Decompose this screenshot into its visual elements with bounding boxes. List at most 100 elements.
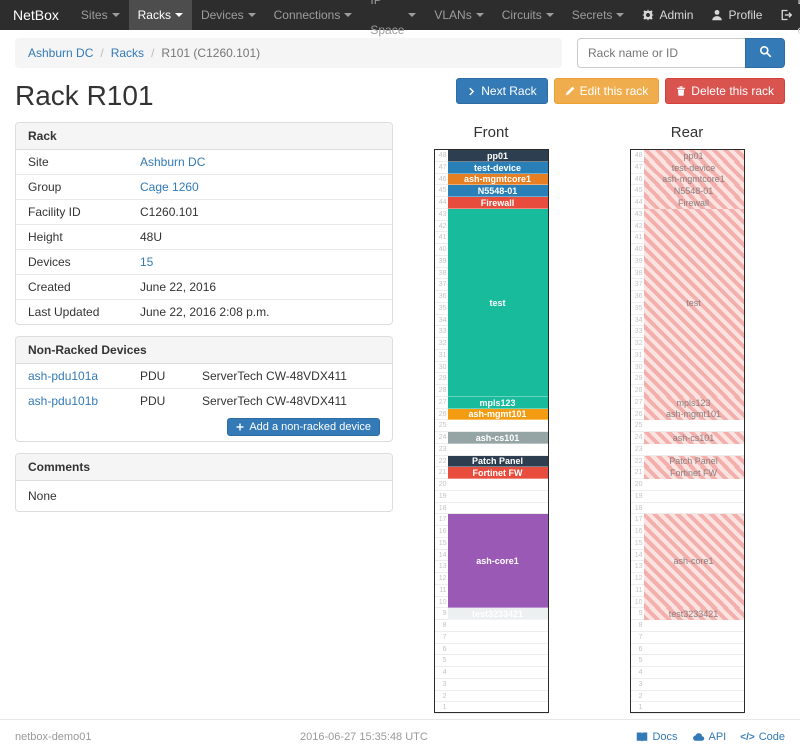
rack-device-fortinet-fw[interactable]: Fortinet FW	[643, 467, 744, 479]
api-label: API	[708, 731, 727, 743]
rack-unit-number: 8	[442, 622, 447, 629]
footer-links: Docs API </> Code	[636, 731, 785, 743]
info-value-link[interactable]: Cage 1260	[140, 180, 199, 194]
pencil-icon	[565, 86, 575, 96]
info-label: Last Updated	[28, 305, 100, 319]
rack-unit-number: 28	[438, 387, 447, 394]
rack-device-test3233421[interactable]: test3233421	[447, 608, 548, 620]
non-racked-footer: Add a non-racked device	[16, 413, 392, 441]
rack-unit-number: 34	[634, 316, 643, 324]
info-value-link[interactable]: Ashburn DC	[140, 155, 206, 169]
next-rack-button[interactable]: Next Rack	[456, 78, 548, 104]
rack-device-ash-core1[interactable]: ash-core1	[643, 514, 744, 609]
info-label: Facility ID	[28, 205, 81, 219]
rack-device-pp01[interactable]: pp01	[643, 150, 744, 162]
nav-item-devices[interactable]: Devices	[192, 0, 265, 30]
search-icon	[759, 45, 772, 61]
rack-device-mpls123[interactable]: mpls123	[643, 396, 744, 409]
rack-unit-number: 43	[634, 210, 643, 218]
info-value-link[interactable]: 15	[140, 255, 154, 269]
breadcrumb: Ashburn DC / Racks / R101 (C1260.101)	[15, 38, 562, 68]
device-link[interactable]: ash-pdu101a	[28, 369, 99, 383]
rack-device-ash-mgmtcore1[interactable]: ash-mgmtcore1	[447, 173, 548, 186]
edit-rack-button[interactable]: Edit this rack	[553, 78, 660, 104]
rack-device-firewall[interactable]: Firewall	[643, 197, 744, 209]
logout-menu-item[interactable]: Log out	[771, 0, 800, 37]
rack-device-test-device[interactable]: test-device	[447, 161, 548, 174]
admin-menu-item[interactable]: Admin	[633, 0, 702, 30]
navbar-menu: Sites Racks Devices Connections IP Space VLAN…	[72, 0, 634, 37]
search-button[interactable]	[745, 38, 785, 68]
book-icon	[636, 731, 648, 743]
navbar: NetBox Sites Racks Devices Connections IP Sp…	[0, 0, 800, 37]
rack-device-n5548-01[interactable]: N5548-01	[447, 185, 548, 197]
rack-device-ash-mgmt101[interactable]: ash-mgmt101	[447, 408, 548, 421]
rack-unit-number: 20	[438, 481, 447, 488]
nav-item-secrets[interactable]: Secrets	[563, 0, 634, 30]
rack-unit-number: 1	[442, 704, 447, 712]
table-row: Devices 15	[16, 250, 392, 275]
rack-device-pp01[interactable]: pp01	[447, 150, 548, 162]
chevron-down-icon	[408, 13, 417, 17]
rack-unit: 18	[434, 503, 548, 515]
rack-device-ash-mgmt101[interactable]: ash-mgmt101	[643, 408, 744, 421]
nav-item-connections[interactable]: Connections	[265, 0, 362, 30]
add-non-racked-device-button[interactable]: Add a non-racked device	[227, 418, 380, 436]
rack-device-test-device[interactable]: test-device	[643, 161, 744, 174]
breadcrumb-separator: /	[151, 46, 155, 60]
rack-unit-number: 36	[634, 293, 643, 300]
breadcrumb-item[interactable]: Racks	[110, 46, 145, 60]
app-brand[interactable]: NetBox	[13, 7, 59, 23]
table-row: Facility ID C1260.101	[16, 200, 392, 225]
rack-unit-number: 25	[634, 422, 643, 430]
profile-label: Profile	[728, 8, 763, 22]
rack-device-patch-panel[interactable]: Patch Panel	[447, 455, 548, 468]
table-row: ash-pdu101a PDU ServerTech CW-48VDX411	[16, 364, 392, 389]
chevron-down-icon	[111, 13, 120, 17]
docs-link[interactable]: Docs	[636, 731, 678, 743]
rack-device-ash-mgmtcore1[interactable]: ash-mgmtcore1	[643, 173, 744, 186]
rack-device-test3233421[interactable]: test3233421	[643, 608, 744, 620]
rack-device-test[interactable]: test	[447, 208, 548, 397]
breadcrumb-item[interactable]: Ashburn DC	[28, 46, 94, 60]
nav-item-ip-space[interactable]: IP Space	[361, 0, 425, 37]
rack-unit-number: 4	[638, 669, 643, 676]
info-label: Created	[28, 280, 71, 294]
rack-unit-number: 45	[634, 187, 643, 195]
nav-item-racks[interactable]: Racks	[128, 0, 192, 30]
api-link[interactable]: API	[692, 731, 727, 743]
delete-rack-button[interactable]: Delete this rack	[665, 78, 785, 104]
nav-item-sites[interactable]: Sites	[72, 0, 129, 30]
rack-unit-number: 46	[634, 175, 643, 183]
rack-unit-number: 24	[438, 434, 447, 441]
nav-item-vlans[interactable]: VLANs	[425, 0, 492, 30]
rack-info-column: Rack Site Ashburn DC Group Cage 1260 Facilit…	[15, 122, 393, 523]
rack-unit-number: 37	[634, 281, 643, 289]
rack-device-patch-panel[interactable]: Patch Panel	[643, 455, 744, 468]
profile-menu-item[interactable]: Profile	[702, 0, 771, 30]
nav-item-label: IP Space	[370, 0, 405, 37]
rack-device-mpls123[interactable]: mpls123	[447, 396, 548, 409]
rack-unit: 19	[434, 491, 548, 503]
rack-unit-number: 36	[438, 293, 447, 300]
search-input[interactable]	[577, 38, 745, 68]
hostname: netbox-demo01	[15, 731, 92, 743]
rack-device-test[interactable]: test	[643, 208, 744, 397]
rack-unit-number: 16	[438, 528, 447, 535]
rack-unit-number: 12	[634, 575, 643, 582]
device-link[interactable]: ash-pdu101b	[28, 394, 99, 408]
rack-device-ash-cs101[interactable]: ash-cs101	[643, 432, 744, 444]
rack-unit-number: 24	[634, 434, 643, 441]
comments-panel: Comments None	[15, 453, 393, 512]
non-racked-body: ash-pdu101a PDU ServerTech CW-48VDX411 ash-…	[16, 364, 392, 413]
rack-device-ash-cs101[interactable]: ash-cs101	[447, 432, 548, 444]
rack-unit-number: 32	[438, 340, 447, 347]
rack-device-ash-core1[interactable]: ash-core1	[447, 514, 548, 609]
nav-item-circuits[interactable]: Circuits	[493, 0, 563, 30]
rack-device-fortinet-fw[interactable]: Fortinet FW	[447, 467, 548, 479]
code-link[interactable]: </> Code	[740, 731, 785, 743]
rack-device-n5548-01[interactable]: N5548-01	[643, 185, 744, 197]
rack-device-firewall[interactable]: Firewall	[447, 197, 548, 209]
page-header: Rack R101 Next Rack Edit this rack Delet…	[0, 74, 800, 122]
rack-unit: 5	[434, 655, 548, 667]
